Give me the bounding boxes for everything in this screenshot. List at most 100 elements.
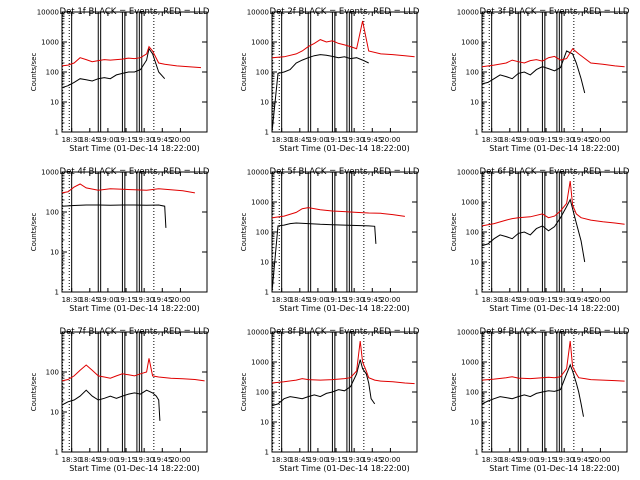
plot-frame (481, 331, 628, 453)
y-tick-label: 1 (265, 129, 269, 137)
series-line-events (271, 54, 369, 133)
y-axis-label: Counts/sec (30, 53, 38, 92)
x-tick-label: 19:45 (572, 456, 592, 464)
panel-title: Det 1f BLACK = Events, RED = LLD (60, 7, 210, 17)
x-tick-label: 19:15 (116, 136, 136, 144)
plot-frame (61, 331, 208, 453)
panel-det-1: Det 1f BLACK = Events, RED = LLD Counts/s… (30, 7, 210, 153)
y-tick-label: 1000 (461, 359, 479, 367)
x-axis-label: Start Time (01-Dec-14 18:22:00) (279, 464, 410, 473)
x-tick-label: 20:00 (170, 456, 190, 464)
x-tick-label: 19:00 (518, 136, 538, 144)
plot-frame (271, 11, 418, 133)
x-tick-label: 19:00 (518, 296, 538, 304)
y-tick-label: 10 (470, 259, 479, 267)
x-axis-label: Start Time (01-Dec-14 18:22:00) (489, 464, 620, 473)
y-tick-label: 10000 (247, 329, 269, 337)
x-tick-label: 19:00 (98, 456, 118, 464)
y-tick-label: 10000 (457, 169, 479, 177)
panel-title: Det 3f BLACK = Events, RED = LLD (480, 7, 630, 17)
x-tick-label: 19:00 (98, 296, 118, 304)
series-line-lld (271, 340, 415, 385)
series-line-events (61, 204, 167, 228)
y-axis-label: Counts/sec (240, 373, 248, 412)
series-line-events (271, 222, 377, 293)
plot-frame (271, 331, 418, 453)
y-tick-label: 1000 (41, 39, 59, 47)
y-tick-label: 1 (265, 289, 269, 297)
y-tick-label: 1 (55, 129, 59, 137)
x-tick-label: 19:00 (98, 136, 118, 144)
series-line-lld (481, 47, 625, 68)
panel-title: Det 5f BLACK = Events, RED = LLD (270, 167, 420, 177)
x-tick-label: 19:00 (308, 296, 328, 304)
x-tick-label: 18:45 (290, 136, 310, 144)
x-tick-label: 19:15 (116, 296, 136, 304)
y-tick-label: 1000 (41, 169, 59, 177)
x-tick-label: 18:45 (80, 136, 100, 144)
y-tick-label: 1000 (461, 199, 479, 207)
panel-title: Det 6f BLACK = Events, RED = LLD (480, 167, 630, 177)
x-tick-label: 18:45 (80, 456, 100, 464)
x-axis-label: Start Time (01-Dec-14 18:22:00) (69, 304, 200, 313)
x-tick-label: 19:15 (536, 456, 556, 464)
x-tick-label: 19:30 (344, 136, 364, 144)
y-axis-label: Counts/sec (30, 373, 38, 412)
y-tick-label: 1 (55, 449, 59, 457)
y-tick-label: 10 (260, 259, 269, 267)
y-axis-label: Counts/sec (240, 53, 248, 92)
plot-frame (481, 11, 628, 133)
y-axis-label: Counts/sec (450, 213, 458, 252)
x-tick-label: 19:30 (344, 456, 364, 464)
panel-title: Det 9f BLACK = Events, RED = LLD (480, 327, 630, 337)
x-tick-label: 19:45 (152, 456, 172, 464)
y-axis-label: Counts/sec (30, 213, 38, 252)
panel-det-6: Det 6f BLACK = Events, RED = LLD Counts/s… (450, 167, 630, 313)
y-tick-label: 10 (260, 99, 269, 107)
y-tick-label: 100 (256, 69, 269, 77)
y-axis-label: Counts/sec (450, 53, 458, 92)
y-tick-label: 100 (256, 229, 269, 237)
y-tick-label: 100 (466, 229, 479, 237)
y-tick-label: 100 (46, 69, 59, 77)
x-tick-label: 19:30 (134, 136, 154, 144)
y-tick-label: 10 (260, 419, 269, 427)
x-tick-label: 19:15 (326, 136, 346, 144)
x-tick-label: 20:00 (380, 296, 400, 304)
x-tick-label: 19:00 (308, 136, 328, 144)
plot-frame (61, 171, 208, 293)
series-line-lld (271, 20, 415, 59)
x-tick-label: 19:45 (572, 296, 592, 304)
y-tick-label: 100 (46, 369, 59, 377)
y-axis-label: Counts/sec (450, 373, 458, 412)
series-line-lld (481, 340, 625, 382)
y-tick-label: 10000 (37, 9, 59, 17)
x-tick-label: 19:45 (572, 136, 592, 144)
y-tick-label: 1 (265, 449, 269, 457)
series-line-events (481, 198, 586, 263)
x-tick-label: 20:00 (380, 136, 400, 144)
y-tick-label: 1000 (251, 199, 269, 207)
series-line-lld (271, 207, 405, 219)
panel-title: Det 7f BLACK = Events, RED = LLD (60, 327, 210, 337)
panel-det-3: Det 3f BLACK = Events, RED = LLD Counts/s… (450, 7, 630, 153)
x-tick-label: 18:45 (80, 296, 100, 304)
plot-frame (481, 171, 628, 293)
series-line-lld (61, 45, 202, 69)
y-tick-label: 1 (475, 449, 479, 457)
x-tick-label: 18:30 (272, 456, 292, 464)
panel-title: Det 2f BLACK = Events, RED = LLD (270, 7, 420, 17)
series-line-events (61, 389, 161, 421)
panel-det-7: Det 7f BLACK = Events, RED = LLD Counts/s… (30, 327, 210, 473)
y-tick-label: 1000 (251, 39, 269, 47)
y-tick-label: 10000 (247, 9, 269, 17)
x-tick-label: 18:45 (500, 456, 520, 464)
y-tick-label: 10 (50, 249, 59, 257)
panel-det-4: Det 4f BLACK = Events, RED = LLD Counts/s… (30, 167, 210, 313)
x-tick-label: 20:00 (590, 136, 610, 144)
y-tick-label: 10 (470, 99, 479, 107)
x-tick-label: 19:45 (362, 456, 382, 464)
x-tick-label: 19:45 (152, 136, 172, 144)
y-tick-label: 1 (475, 129, 479, 137)
